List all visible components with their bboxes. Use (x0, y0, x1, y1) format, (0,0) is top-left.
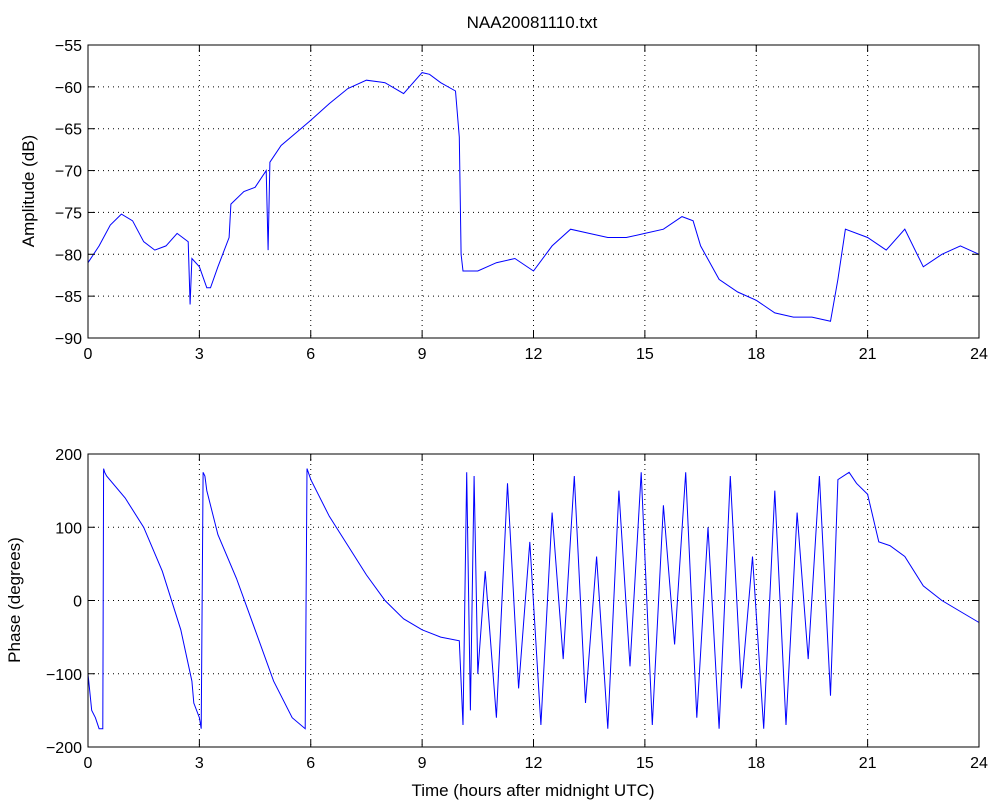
amplitude-ticks: 0 3 6 9 12 15 18 21 24 −55 −60 −65 −70 −75 −80 −85 −90 (55, 38, 988, 363)
amplitude-ytick-label: −75 (55, 205, 82, 222)
amplitude-xtick-label: 12 (525, 346, 543, 363)
amplitude-xtick-label: 15 (636, 346, 654, 363)
amplitude-xtick-label: 18 (747, 346, 765, 363)
amplitude-ytick-label: −70 (55, 164, 82, 181)
amplitude-plot-area (88, 45, 979, 338)
phase-ticks: 0 3 6 9 12 15 18 21 24 200 100 0 −100 −200 (46, 447, 988, 772)
phase-ytick-label: −100 (46, 667, 82, 684)
amplitude-xtick-label: 6 (306, 346, 315, 363)
phase-ytick-label: 0 (73, 594, 82, 611)
phase-xtick-label: 6 (306, 755, 315, 772)
amplitude-ylabel: Amplitude (dB) (19, 135, 38, 247)
phase-xtick-label: 21 (859, 755, 877, 772)
phase-xtick-label: 18 (747, 755, 765, 772)
amplitude-ytick-label: −90 (55, 331, 82, 348)
phase-xtick-label: 3 (195, 755, 204, 772)
phase-ytick-label: 200 (55, 447, 82, 464)
amplitude-xtick-label: 3 (195, 346, 204, 363)
amplitude-xtick-label: 24 (970, 346, 988, 363)
amplitude-ytick-label: −85 (55, 289, 82, 306)
phase-xtick-label: 12 (525, 755, 543, 772)
phase-ytick-label: 100 (55, 520, 82, 537)
amplitude-xtick-label: 0 (84, 346, 93, 363)
figure-title: NAA20081110.txt (467, 13, 598, 32)
amplitude-plot: 0 3 6 9 12 15 18 21 24 −55 −60 −65 −70 −75 −80 −85 −90 A… (19, 38, 988, 363)
amplitude-grid (88, 45, 979, 338)
amplitude-ytick-label: −65 (55, 122, 82, 139)
phase-series-line (87, 468, 980, 730)
phase-xtick-label: 15 (636, 755, 654, 772)
phase-xtick-label: 9 (418, 755, 427, 772)
phase-xlabel: Time (hours after midnight UTC) (411, 781, 654, 800)
amplitude-xtick-label: 21 (859, 346, 877, 363)
amplitude-xtick-label: 9 (418, 346, 427, 363)
phase-ylabel: Phase (degrees) (5, 537, 24, 663)
phase-xtick-label: 0 (84, 755, 93, 772)
phase-plot: 0 3 6 9 12 15 18 21 24 200 100 0 −100 −200 Phase (deg… (5, 447, 988, 800)
amplitude-ytick-label: −60 (55, 80, 82, 97)
amplitude-series-line (87, 72, 980, 322)
phase-ytick-label: −200 (46, 740, 82, 757)
amplitude-ytick-label: −80 (55, 247, 82, 264)
amplitude-ytick-label: −55 (55, 38, 82, 55)
phase-xtick-label: 24 (970, 755, 988, 772)
